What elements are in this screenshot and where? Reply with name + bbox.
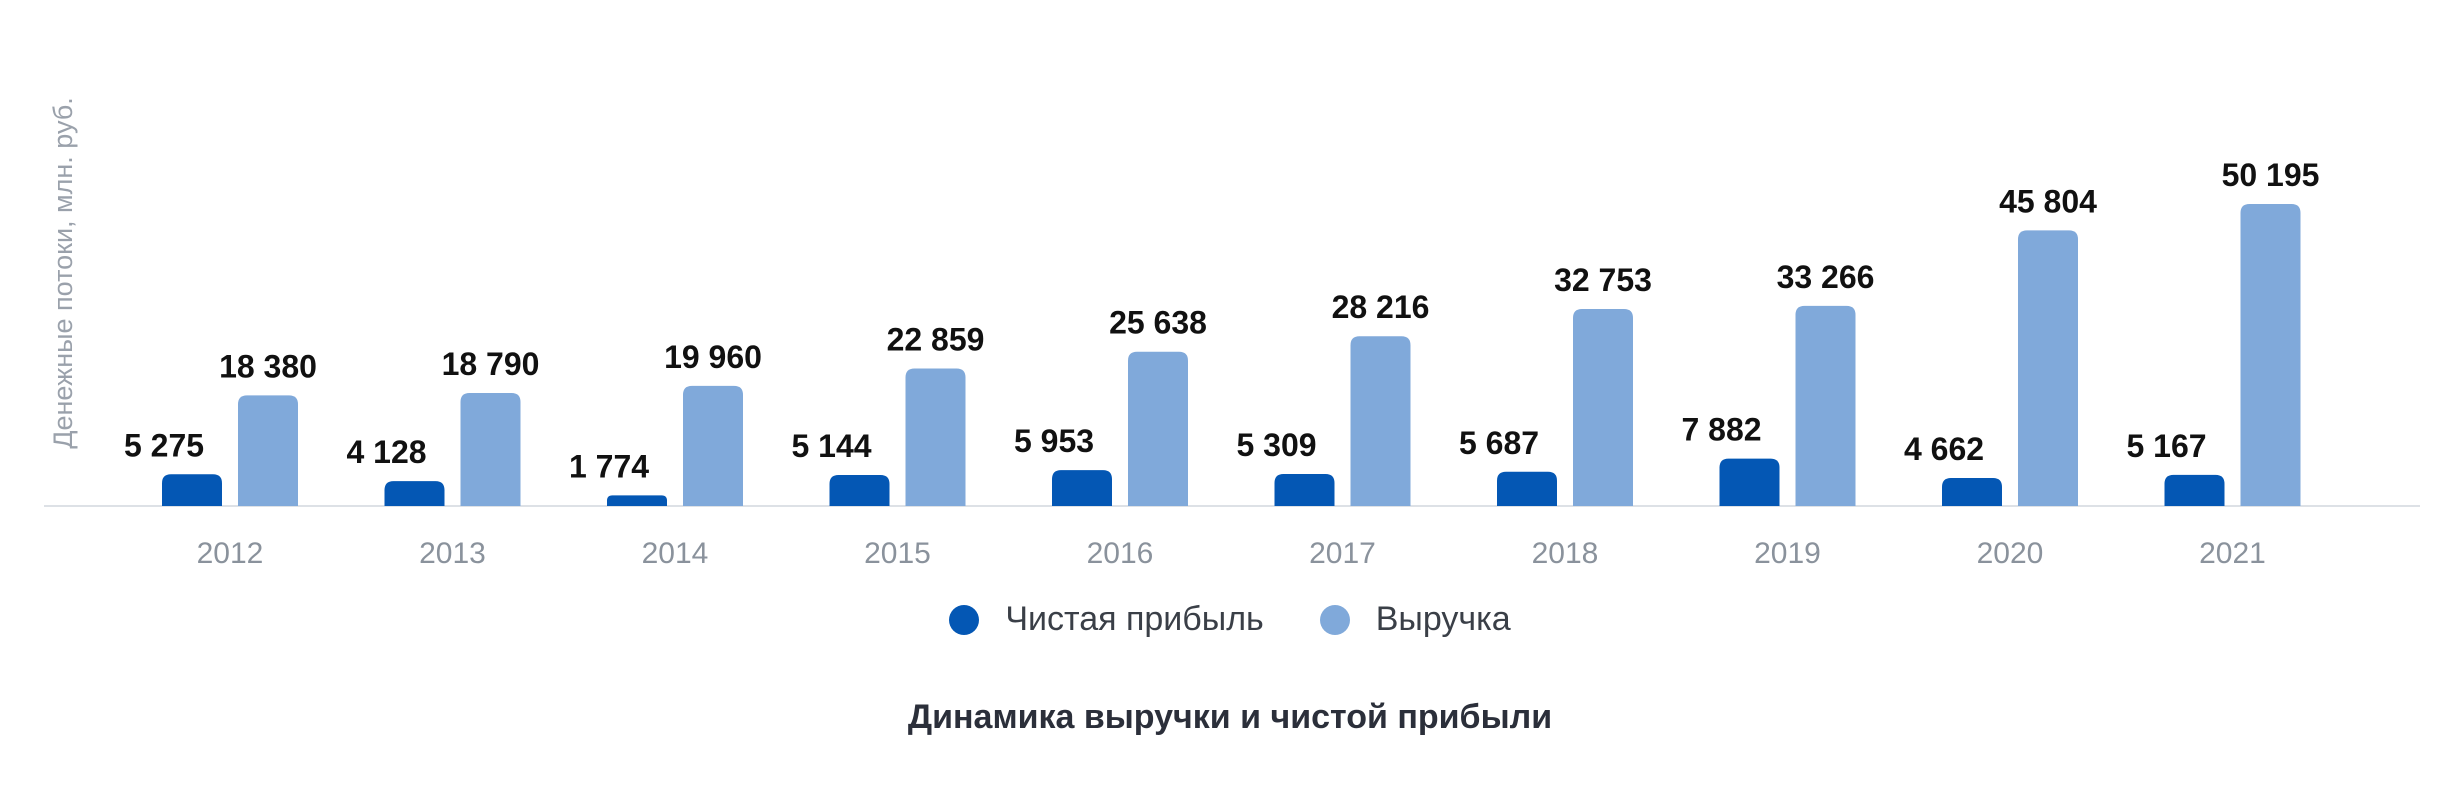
x-tick-label-2015: 2015 <box>864 537 931 570</box>
x-tick-labels-group: 2012 2013 2014 2015 2016 2017 2018 2019 2020 2021 <box>197 537 2266 570</box>
bar-revenue-2018 <box>1573 308 1633 506</box>
legend-label-revenue: Выручка <box>1375 600 1511 638</box>
x-tick-label-2014: 2014 <box>642 537 709 570</box>
legend-item-revenue[interactable]: Выручка <box>1319 600 1511 639</box>
bar-revenue-2013 <box>460 392 521 506</box>
data-label-revenue-2014: 19 960 <box>664 339 762 375</box>
bar-revenue-2012 <box>238 395 298 506</box>
chart-title: Динамика выручки и чистой прибыли <box>907 698 1553 736</box>
bar-net-profit-2013 <box>384 481 445 506</box>
bar-revenue-2019 <box>1795 305 1856 506</box>
data-label-revenue-2015: 22 859 <box>887 321 985 357</box>
x-tick-label-2012: 2012 <box>197 537 264 570</box>
bar-revenue-2015 <box>905 368 966 506</box>
data-label-revenue-2016: 25 638 <box>1109 305 1207 341</box>
legend-label-net-profit: Чистая прибыль <box>1005 600 1264 638</box>
data-label-net-profit-2014: 1 774 <box>569 448 649 484</box>
bar-net-profit-2020 <box>1942 477 2002 506</box>
data-label-net-profit-2015: 5 144 <box>791 428 871 464</box>
data-label-net-profit-2013: 4 128 <box>346 434 426 470</box>
bar-chart: Денежные потоки, млн. руб. 5 275 18 380 4 … <box>44 97 2420 570</box>
bar-net-profit-2017 <box>1274 474 1335 506</box>
x-tick-label-2013: 2013 <box>419 537 486 570</box>
bar-revenue-2014 <box>683 385 743 506</box>
bar-net-profit-2019 <box>1719 458 1780 506</box>
data-label-net-profit-2016: 5 953 <box>1014 423 1094 459</box>
bar-net-profit-2014 <box>607 495 667 506</box>
bar-net-profit-2021 <box>2164 474 2225 506</box>
bar-net-profit-2012 <box>162 474 222 506</box>
data-label-revenue-2018: 32 753 <box>1554 262 1652 298</box>
x-tick-label-2017: 2017 <box>1309 537 1376 570</box>
legend: Чистая прибыль Выручка <box>0 600 2460 639</box>
x-tick-label-2018: 2018 <box>1532 537 1599 570</box>
data-label-revenue-2020: 45 804 <box>1999 183 2097 219</box>
data-label-revenue-2013: 18 790 <box>442 346 540 382</box>
data-label-revenue-2017: 28 216 <box>1332 289 1430 325</box>
data-label-revenue-2021: 50 195 <box>2222 157 2320 193</box>
data-label-revenue-2012: 18 380 <box>219 348 317 384</box>
data-label-net-profit-2018: 5 687 <box>1459 425 1539 461</box>
bar-revenue-2020 <box>2018 230 2078 506</box>
data-label-net-profit-2019: 7 882 <box>1681 412 1761 448</box>
x-tick-label-2020: 2020 <box>1977 537 2044 570</box>
bars-group <box>162 204 2301 506</box>
bar-net-profit-2018 <box>1497 471 1557 506</box>
legend-swatch-revenue <box>1319 604 1350 635</box>
bar-revenue-2016 <box>1128 351 1188 506</box>
legend-swatch-net-profit <box>949 604 980 635</box>
bar-revenue-2021 <box>2240 204 2301 506</box>
data-labels-group: 5 275 18 380 4 128 18 790 1 774 19 960 5 144 22… <box>124 157 2319 484</box>
bar-revenue-2017 <box>1350 336 1411 506</box>
x-tick-label-2021: 2021 <box>2199 537 2266 570</box>
bar-net-profit-2015 <box>829 475 890 506</box>
x-tick-label-2019: 2019 <box>1754 537 1821 570</box>
x-tick-label-2016: 2016 <box>1087 537 1154 570</box>
data-label-net-profit-2012: 5 275 <box>124 427 204 463</box>
data-label-net-profit-2020: 4 662 <box>1904 431 1984 467</box>
data-label-net-profit-2021: 5 167 <box>2126 428 2206 464</box>
legend-item-net-profit[interactable]: Чистая прибыль <box>949 600 1264 639</box>
y-axis-label: Денежные потоки, млн. руб. <box>48 97 78 449</box>
data-label-revenue-2019: 33 266 <box>1777 259 1875 295</box>
data-label-net-profit-2017: 5 309 <box>1236 427 1316 463</box>
bar-net-profit-2016 <box>1052 470 1112 506</box>
